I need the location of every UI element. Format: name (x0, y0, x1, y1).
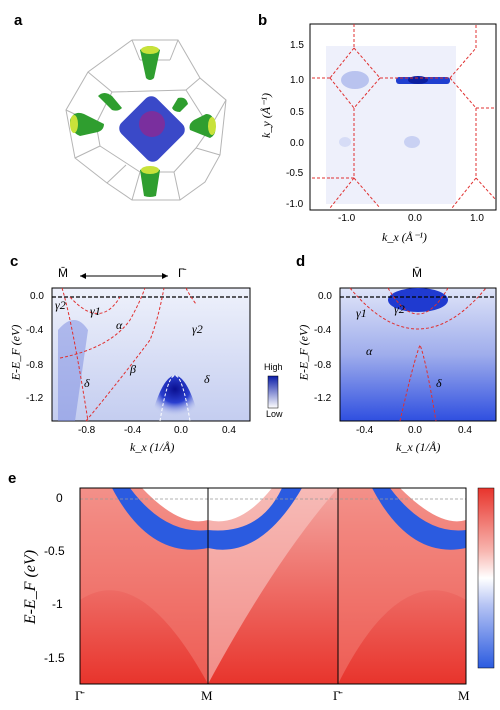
panel-d-xlabel: k_x (1/Å) (396, 440, 441, 454)
panel-d-band-alpha: α (366, 344, 373, 358)
panel-e-ytick-3: -1 (52, 597, 63, 611)
panel-d-letter: d (296, 253, 306, 270)
panel-d-top-m: M̄ (412, 266, 422, 280)
panel-e-ytick-4: -1.5 (44, 651, 65, 665)
panel-d-xtick-1: -0.4 (356, 425, 374, 436)
panel-b-xlabel: k_x (Å⁻¹) (382, 230, 427, 244)
panel-e-ytick-1: 0 (56, 491, 63, 505)
panel-b-ytick-6: -1.0 (286, 199, 304, 210)
panel-e-ylabel: E-E_F (eV) (22, 549, 40, 625)
panel-c-top-m: M̄ (58, 266, 68, 280)
panel-c-top-gamma: Γ̄ (178, 266, 185, 280)
panel-b-xtick-2: 0.0 (408, 213, 422, 224)
panel-d-ytick-4: -1.2 (314, 393, 332, 404)
panel-d-ytick-2: -0.4 (314, 325, 332, 336)
panel-c-xtick-3: 0.0 (174, 425, 188, 436)
panel-c-xtick-1: -0.8 (78, 425, 96, 436)
panel-b-ytick-3: 0.5 (290, 107, 304, 118)
panel-e-ytick-2: -0.5 (44, 544, 65, 558)
panel-d-band-gamma2: γ2 (394, 302, 405, 316)
panel-e-xtick-2: M (201, 688, 213, 703)
panel-e-xtick-3: Γ̄ (333, 688, 341, 703)
panel-b-xtick-3: 1.0 (470, 213, 484, 224)
panel-e-xtick-1: Γ̄ (75, 688, 83, 703)
panel-c-letter: c (10, 253, 19, 270)
panel-d-xtick-3: 0.4 (458, 425, 472, 436)
panel-b-ytick-2: 1.0 (290, 75, 304, 86)
panel-d-ytick-3: -0.8 (314, 360, 332, 371)
panel-c-band-delta-left: δ (84, 376, 90, 390)
panel-a-letter: a (14, 12, 23, 29)
panel-c-band-gamma1: γ1 (90, 304, 101, 318)
panel-c-band-gamma2-left: γ2 (55, 298, 66, 312)
panel-d-xtick-2: 0.0 (408, 425, 422, 436)
panel-c-band-alpha: α (116, 318, 123, 332)
panel-c-band-gamma2-right: γ2 (192, 322, 203, 336)
panel-d-band-delta: δ (436, 376, 442, 390)
panel-b-ytick-5: -0.5 (286, 168, 304, 179)
panel-c-band-delta-right: δ (204, 372, 210, 386)
panel-c-xtick-2: -0.4 (124, 425, 142, 436)
panel-c-ytick-4: -1.2 (26, 393, 44, 404)
panel-c-colorbar-high: High (264, 362, 283, 372)
panel-b-ytick-4: 0.0 (290, 138, 304, 149)
panel-b-xtick-1: -1.0 (338, 213, 356, 224)
panel-e-xtick-4: M (458, 688, 470, 703)
panel-b-ytick-1: 1.5 (290, 40, 304, 51)
panel-d-ytick-1: 0.0 (318, 291, 332, 302)
panel-c-xlabel: k_x (1/Å) (130, 440, 175, 454)
panel-c-xtick-4: 0.4 (222, 425, 236, 436)
panel-b-letter: b (258, 12, 268, 29)
panel-c-ytick-1: 0.0 (30, 291, 44, 302)
panel-d-band-gamma1: γ1 (356, 306, 367, 320)
panel-c-band-beta: β (130, 362, 136, 376)
panel-e-letter: e (8, 470, 17, 487)
panel-c-colorbar-low: Low (266, 409, 283, 419)
panel-c-ytick-2: -0.4 (26, 325, 44, 336)
panel-c-ytick-3: -0.8 (26, 360, 44, 371)
